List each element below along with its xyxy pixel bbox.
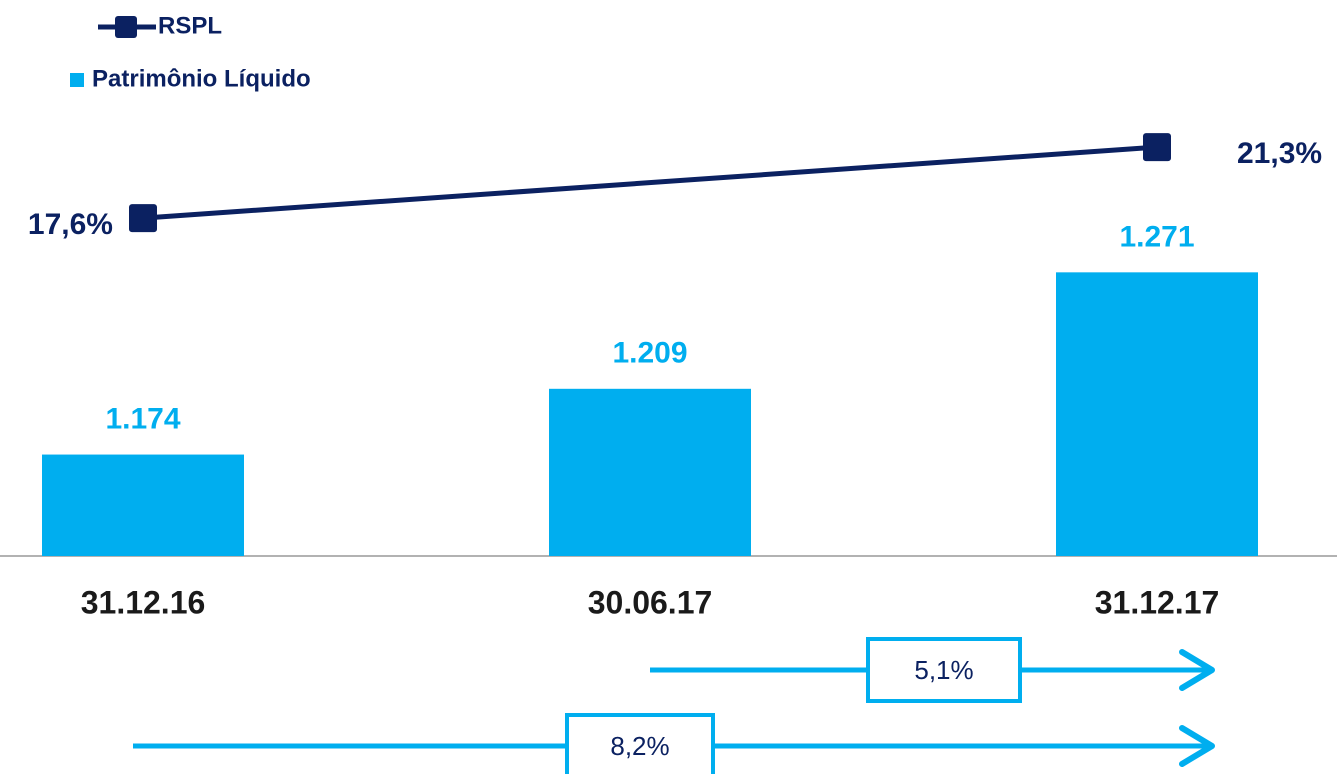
bar <box>549 388 751 556</box>
x-tick-label: 31.12.17 <box>1095 584 1220 620</box>
annotation-box <box>866 637 1022 703</box>
legend-label: RSPL <box>158 12 222 39</box>
x-tick-label: 31.12.16 <box>81 584 206 620</box>
legend-marker <box>115 16 137 38</box>
bar <box>42 454 244 556</box>
value-label: 21,3% <box>1237 137 1322 170</box>
arrow-head <box>1179 649 1215 691</box>
annotation: 8,2% <box>610 731 669 761</box>
legend-label: Patrimônio Líquido <box>92 65 311 92</box>
value-label: 1.209 <box>612 337 687 370</box>
value-label: 17,6% <box>28 208 113 241</box>
value-label: 1.271 <box>1119 220 1194 253</box>
line-marker <box>129 204 157 233</box>
arrow-head <box>1179 725 1215 767</box>
bar <box>1056 272 1258 556</box>
value-label: 1.174 <box>105 402 180 435</box>
annotation-box <box>565 713 715 774</box>
legend-marker <box>70 73 84 87</box>
line-segment <box>142 144 1158 221</box>
line-marker <box>1143 133 1171 162</box>
annotation: 5,1% <box>914 655 973 685</box>
x-tick-label: 30.06.17 <box>588 584 713 620</box>
